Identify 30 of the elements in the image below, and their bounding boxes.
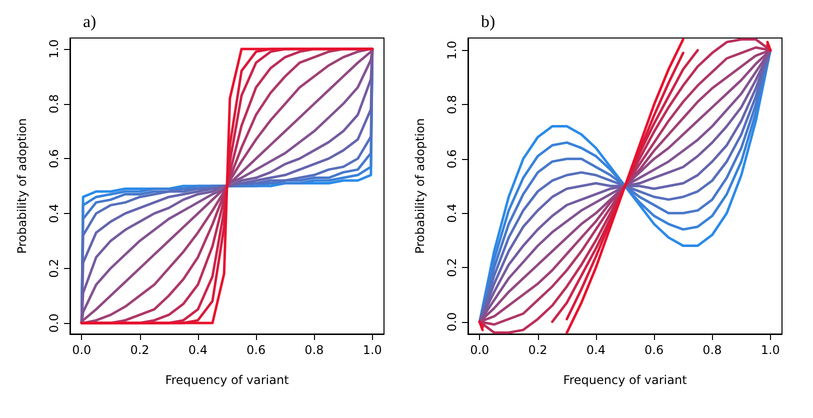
x-tick-label: 0.0	[470, 343, 490, 357]
x-tick-label: 0.6	[644, 343, 664, 357]
x-tick-label: 0.4	[586, 343, 606, 357]
y-axis-title: Probability of adoption	[15, 118, 29, 254]
y-tick-label: 0.2	[47, 258, 61, 278]
y-tick-label: 1.0	[445, 40, 459, 60]
x-tick-label: 0.6	[246, 343, 266, 357]
y-tick-label: 0.6	[445, 149, 459, 168]
x-tick-label: 0.0	[72, 343, 92, 357]
chart-title: a)	[83, 12, 96, 31]
y-tick-label: 0.8	[445, 94, 459, 114]
x-tick-label: 0.4	[188, 343, 208, 357]
y-tick-label: 0.2	[445, 258, 459, 278]
y-tick-label: 0.0	[47, 313, 61, 333]
x-tick-label: 0.2	[130, 343, 150, 357]
x-tick-label: 0.2	[528, 343, 548, 357]
y-tick-label: 1.0	[47, 39, 61, 59]
y-tick-label: 0.4	[445, 204, 459, 223]
x-tick-label: 0.8	[304, 343, 324, 357]
x-tick-label: 1.0	[362, 343, 382, 357]
x-tick-label: 0.8	[702, 343, 722, 357]
y-tick-label: 0.8	[47, 94, 61, 114]
x-axis-title: Frequency of variant	[563, 373, 688, 387]
x-tick-label: 1.0	[760, 343, 780, 357]
y-tick-label: 0.6	[47, 149, 61, 168]
chart-title: b)	[481, 12, 496, 31]
x-axis-title: Frequency of variant	[165, 373, 290, 387]
y-tick-label: 0.4	[47, 204, 61, 223]
y-axis-title: Probability of adoption	[413, 118, 427, 254]
y-tick-label: 0.0	[445, 312, 459, 332]
